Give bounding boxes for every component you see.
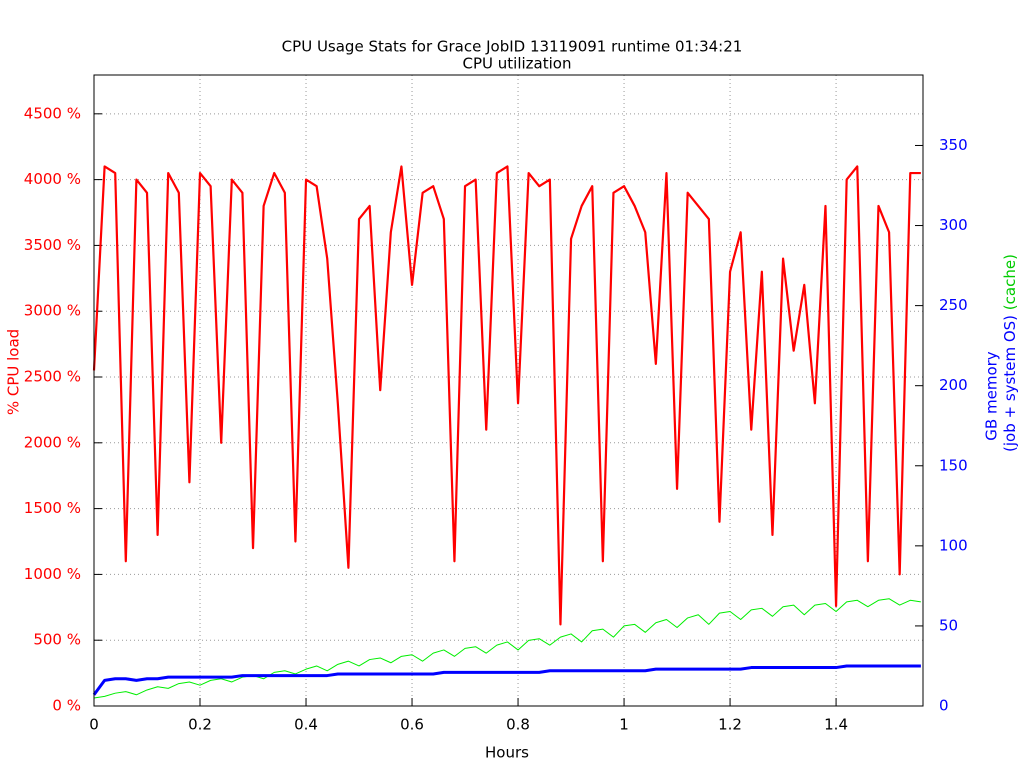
y2-tick-label: 100 [939,536,968,554]
y-tick-label: 2000 % [24,433,81,451]
data-line [92,664,921,696]
x-tick-label: 1.4 [824,716,848,734]
data-line [93,598,921,699]
y2-axis-label-part: (job + system OS) [1001,315,1019,452]
y2-tick-label: 200 [939,376,968,394]
data-line [92,165,921,626]
y-tick-label: 1000 % [24,565,81,583]
x-tick-label: 0 [89,716,99,734]
x-tick-label: 0.8 [506,716,530,734]
x-tick-label: 1 [619,716,629,734]
y2-tick-label: 350 [939,136,968,154]
x-tick-label: 0.6 [400,716,424,734]
chart-title: CPU Usage Stats for Grace JobID 13119091… [282,38,743,56]
chart-subtitle: CPU utilization [463,55,572,73]
y-tick-label: 2500 % [24,368,81,386]
y-tick-label: 3500 % [24,236,81,254]
y-tick-label: 3000 % [24,302,81,320]
y2-axis-label-part: (cache) [1001,254,1019,310]
plot-border [93,74,924,707]
y2-tick-label: 50 [939,616,958,634]
y2-tick-label: 0 [939,697,949,715]
x-tick-label: 1.2 [718,716,742,734]
y2-tick-label: 300 [939,216,968,234]
x-tick-label: 0.2 [188,716,212,734]
y-tick-label: 4000 % [24,170,81,188]
x-axis-label: Hours [485,744,529,762]
y-tick-label: 0 % [52,697,81,715]
y2-axis-label: GB memory [983,351,1001,440]
y-axis-label: % CPU load [5,329,23,415]
x-tick-label: 0.4 [294,716,318,734]
y-tick-label: 500 % [33,631,81,649]
y2-tick-label: 250 [939,296,968,314]
y2-axis-label: (job + system OS) (cache) [1001,254,1019,452]
y-tick-label: 4500 % [24,104,81,122]
y2-tick-label: 150 [939,456,968,474]
y-tick-label: 1500 % [24,499,81,517]
